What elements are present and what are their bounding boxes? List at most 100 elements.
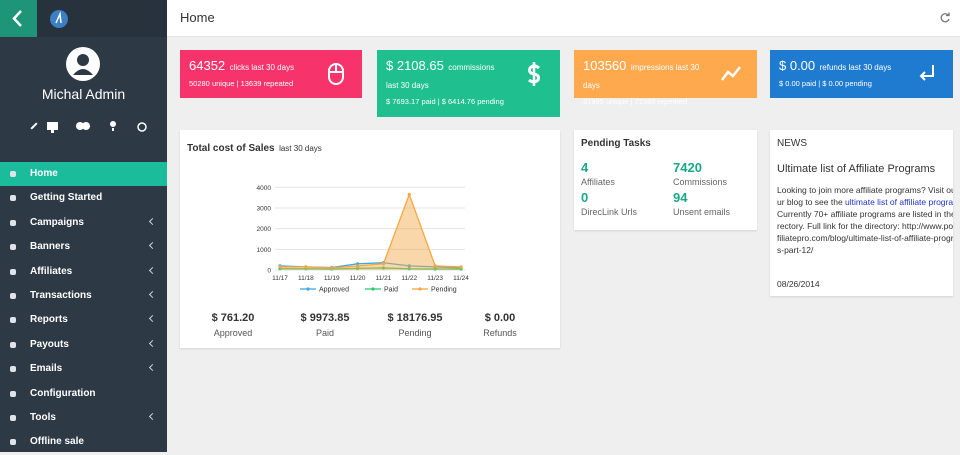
stat-card[interactable]: 103560 impressions last 30 days 31995 uni… — [574, 50, 757, 106]
menu-item[interactable]: Payouts — [0, 333, 167, 357]
legend-entry: Paid — [365, 287, 398, 294]
task-label: Affiliates — [581, 177, 615, 187]
panel-title: Total cost of Sales — [187, 143, 275, 154]
menu-label: Payouts — [30, 338, 69, 350]
menu-icon — [10, 439, 16, 446]
card-label: commissions last 30 days — [386, 63, 495, 90]
total-value: $ 0.00 — [485, 312, 516, 324]
menu-item[interactable]: Emails — [0, 357, 167, 381]
card-detail: 31995 unique | 71565 repeated — [583, 97, 688, 106]
card-icon — [721, 66, 741, 81]
card-value: $ 2108.65 — [386, 58, 444, 73]
line — [280, 192, 462, 269]
menu-icon — [10, 171, 16, 177]
user-name: Michal Admin — [41, 86, 126, 102]
task-value: 4 — [581, 160, 589, 175]
point — [433, 267, 437, 271]
menu-label: Reports — [30, 314, 68, 326]
y-tick-label: 0 — [267, 268, 271, 275]
panel-title: NEWS — [777, 138, 807, 149]
card-icon — [919, 65, 934, 81]
submenu-arrow — [148, 266, 157, 274]
menu-item[interactable]: Transactions — [0, 284, 167, 308]
stat-card[interactable]: 64352 clicks last 30 days 50280 unique | … — [180, 50, 362, 98]
logo — [50, 10, 68, 28]
area — [280, 194, 461, 270]
card-value: $ 0.00 — [779, 58, 816, 73]
point — [278, 265, 282, 269]
point — [407, 264, 411, 268]
point — [330, 266, 334, 270]
point — [459, 265, 463, 269]
x-tick-label: 11/23 — [427, 275, 443, 282]
menu-item[interactable]: Offline sale — [0, 430, 167, 454]
legend-label: Paid — [384, 287, 398, 294]
legend-marker — [371, 287, 375, 291]
menu-label: Home — [30, 168, 58, 179]
sales-chart: 0 1000 2000 3000 4000 11/17 11/18 11/19 11/20 11/… — [212, 185, 518, 338]
menu-icon — [10, 244, 16, 251]
x-tick-label: 11/20 — [350, 275, 366, 282]
card-value: 64352 — [189, 58, 226, 73]
back-button[interactable] — [0, 0, 37, 37]
legend-label: Approved — [319, 287, 349, 294]
menu-label: Emails — [30, 363, 63, 375]
sales-panel: Total cost of Sales last 30 days 0 1000 20… — [180, 130, 560, 348]
card-label: clicks last 30 days — [229, 63, 295, 72]
point — [381, 266, 386, 270]
point — [355, 266, 360, 270]
menu-label: Offline sale — [30, 436, 84, 448]
profile-tools — [30, 121, 147, 133]
stat-card[interactable]: $ 0.00 refunds last 30 days $ 0.00 paid |… — [770, 50, 953, 98]
x-tick-label: 11/22 — [401, 275, 417, 282]
submenu-arrow — [148, 412, 157, 420]
menu-item[interactable]: Configuration — [0, 382, 167, 406]
menu-item[interactable]: Tools — [0, 406, 167, 430]
legend-marker — [306, 287, 310, 291]
card-label: impressions last 30 days — [583, 63, 700, 90]
legend-marker — [418, 287, 422, 291]
menu-item[interactable]: Home — [0, 162, 167, 187]
y-tick-label: 3000 — [257, 205, 272, 212]
menu-icon — [10, 341, 16, 348]
panel-subtitle: last 30 days — [279, 144, 322, 153]
panel-title: Pending Tasks — [581, 138, 651, 149]
total-value: $ 9973.85 — [301, 312, 350, 324]
menu-label: Affiliates — [30, 265, 73, 277]
icon-part — [921, 65, 934, 77]
news-panel: NEWS Ultimate list of Affiliate Programs… — [770, 130, 953, 296]
line — [280, 267, 461, 270]
x-tick-label: 11/19 — [324, 275, 340, 282]
menu-icon — [10, 390, 16, 397]
menu-item[interactable]: Banners — [0, 235, 167, 259]
stat-card[interactable]: $ 2108.65 commissions last 30 days $ 7693… — [377, 50, 560, 117]
news-text: Looking to join more affiliate programs?… — [777, 185, 953, 207]
legend-label: Pending — [431, 287, 457, 294]
total-label: Paid — [316, 328, 334, 338]
pending-tasks: Pending Tasks 4 Affiliates 7420 Commissions… — [574, 130, 757, 230]
point — [433, 264, 437, 268]
menu-item[interactable]: Getting Started — [0, 186, 167, 210]
header: Home — [167, 0, 960, 37]
refresh-button[interactable] — [939, 12, 951, 24]
menu-label: Banners — [30, 241, 71, 253]
menu-icon — [10, 414, 16, 421]
submenu-arrow — [148, 217, 157, 225]
y-tick-label: 4000 — [257, 185, 272, 192]
card-detail: $ 7693.17 paid | $ 6414.76 pending — [386, 97, 504, 106]
menu-label: Transactions — [30, 289, 92, 301]
submenu-arrow — [148, 339, 157, 347]
total-label: Approved — [214, 328, 253, 338]
news-link[interactable]: ultimate list of affiliate programs — [845, 197, 953, 207]
menu-item[interactable]: Campaigns — [0, 211, 167, 235]
card-detail: 50280 unique | 13639 repeated — [189, 79, 294, 88]
x-tick-label: 11/18 — [298, 275, 314, 282]
card-icon — [528, 62, 540, 86]
task-value: 7420 — [673, 160, 702, 175]
task-label: Commissions — [673, 177, 728, 187]
menu-item[interactable]: Affiliates — [0, 260, 167, 284]
menu-item[interactable]: Reports — [0, 308, 167, 332]
sales-heading: Total cost of Sales last 30 days — [187, 138, 322, 156]
menu-icon — [10, 268, 16, 275]
point — [407, 267, 411, 271]
